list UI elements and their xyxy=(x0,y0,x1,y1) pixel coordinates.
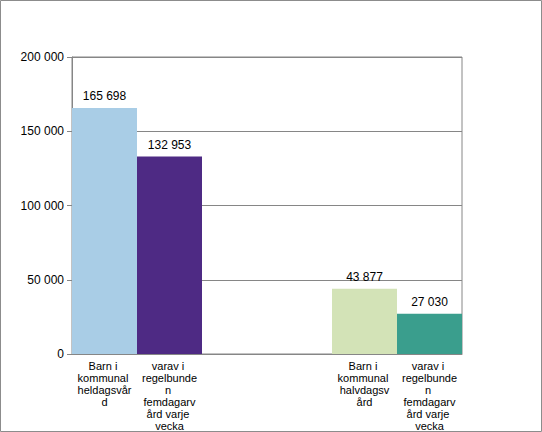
svg-text:femdagarv: femdagarv xyxy=(144,396,196,408)
svg-text:kommunal: kommunal xyxy=(338,372,392,384)
svg-text:kommunal: kommunal xyxy=(78,372,132,384)
svg-text:halvdagsv: halvdagsv xyxy=(340,384,390,396)
svg-text:n: n xyxy=(165,384,174,396)
svg-text:100 000: 100 000 xyxy=(21,199,65,213)
svg-text:43 877: 43 877 xyxy=(346,270,383,284)
svg-text:Barn i: Barn i xyxy=(89,360,121,372)
svg-text:Barn i: Barn i xyxy=(349,360,381,372)
svg-text:27 030: 27 030 xyxy=(411,295,448,309)
svg-text:ård varje: ård varje xyxy=(147,408,193,420)
svg-text:165 698: 165 698 xyxy=(83,89,127,103)
svg-text:132 953: 132 953 xyxy=(148,138,192,152)
svg-text:regelbunde: regelbunde xyxy=(142,372,197,384)
svg-text:varav i: varav i xyxy=(412,360,447,372)
svg-text:varav i: varav i xyxy=(152,360,187,372)
svg-text:50 000: 50 000 xyxy=(27,273,64,287)
svg-text:regelbunde: regelbunde xyxy=(402,372,457,384)
svg-text:150 000: 150 000 xyxy=(21,124,65,138)
svg-text:ård: ård xyxy=(357,396,373,408)
svg-text:ård varje: ård varje xyxy=(407,408,453,420)
svg-text:vecka: vecka xyxy=(155,420,185,432)
svg-text:200 000: 200 000 xyxy=(21,50,65,64)
svg-text:0: 0 xyxy=(57,347,64,361)
svg-text:vecka: vecka xyxy=(415,420,445,432)
svg-text:heldagsvår: heldagsvår xyxy=(78,384,132,396)
svg-text:n: n xyxy=(425,384,434,396)
svg-text:femdagarv: femdagarv xyxy=(404,396,456,408)
svg-text:d: d xyxy=(101,396,107,408)
